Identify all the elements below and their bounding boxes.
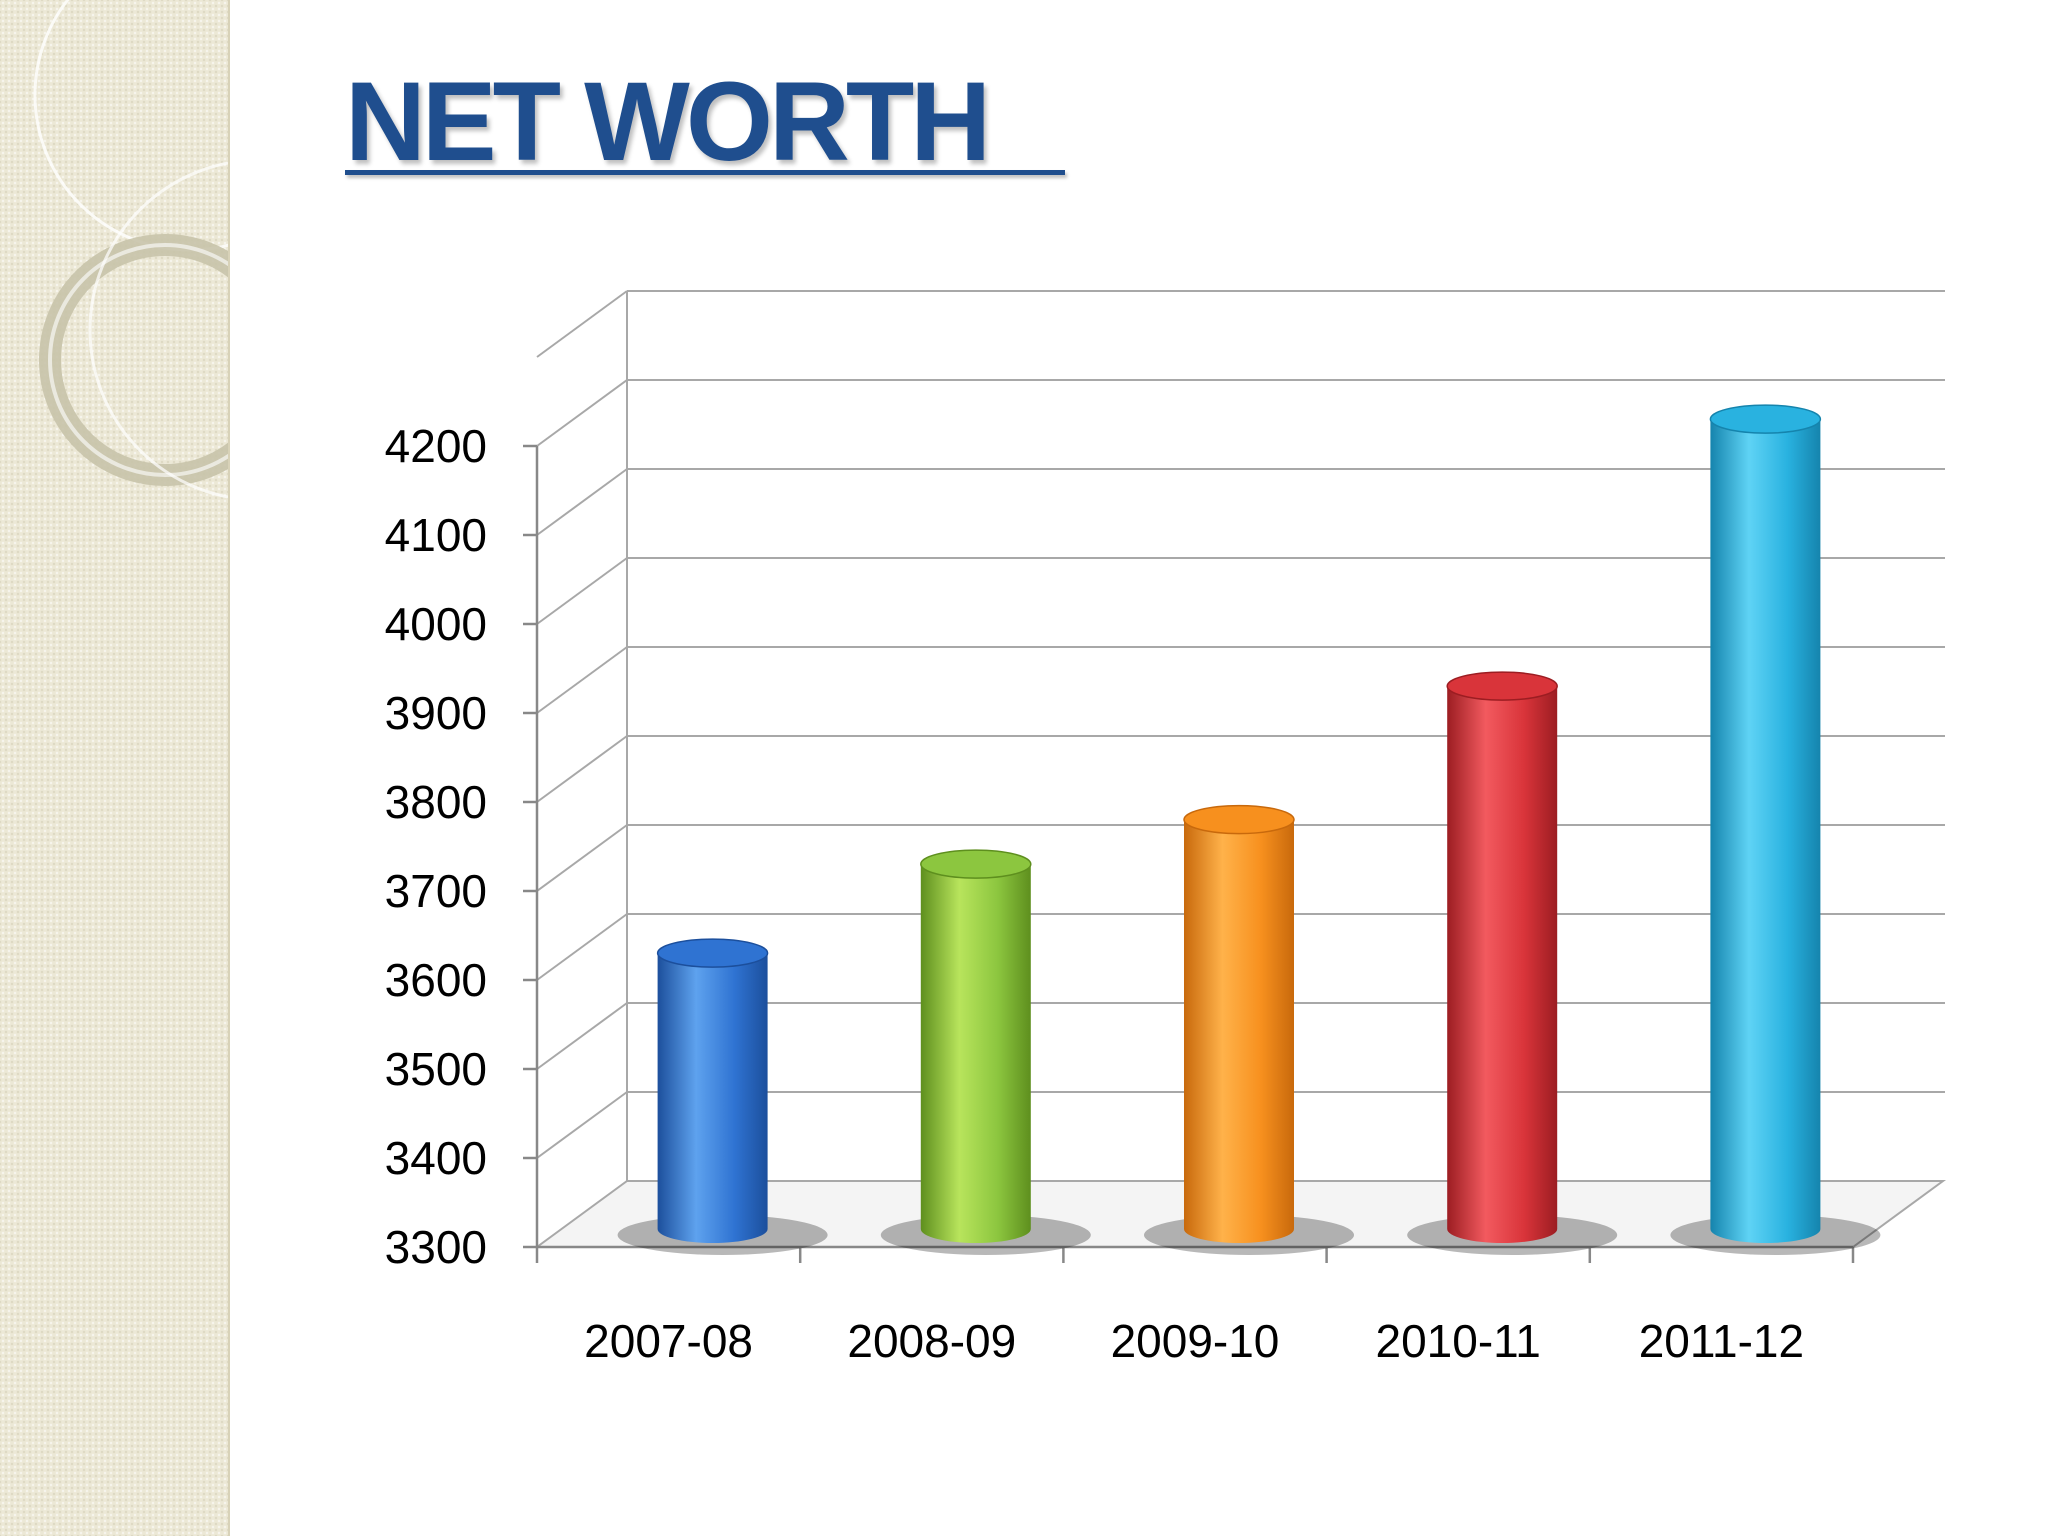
axis-layer [523, 444, 1855, 1263]
bar-cap [920, 849, 1032, 879]
title-underline [345, 170, 1065, 175]
y-tick-label: 4100 [385, 509, 487, 561]
grid-diagonal [536, 735, 628, 803]
x-tick-label: 2009-10 [1111, 1315, 1280, 1367]
slide-title: NET WORTH [345, 59, 991, 184]
bar-2009-10 [1144, 804, 1354, 1255]
grid-diagonal [536, 379, 628, 447]
grid-diagonal [536, 1002, 628, 1070]
y-tick-label: 4000 [385, 598, 487, 650]
y-tick-label: 3600 [385, 954, 487, 1006]
y-tick-label: 3800 [385, 776, 487, 828]
grid-diagonal [536, 913, 628, 981]
y-tick-label: 3400 [385, 1132, 487, 1184]
x-tick-label: 2011-12 [1639, 1315, 1804, 1367]
bar-body [1184, 819, 1294, 1243]
x-tick-label: 2008-09 [847, 1315, 1016, 1367]
bar-cap [1183, 804, 1295, 835]
bar-2010-11 [1407, 671, 1618, 1255]
bar-2011-12 [1670, 404, 1881, 1255]
y-tick-label: 4200 [385, 420, 487, 472]
x-tick-label: 2007-08 [584, 1315, 753, 1367]
decorative-rings-icon [33, 0, 228, 499]
bar-body [1447, 686, 1558, 1244]
bar-layer [617, 404, 1881, 1255]
y-tick-label: 3700 [385, 865, 487, 917]
grid-diagonal [536, 824, 628, 892]
x-tick-label: 2010-11 [1375, 1315, 1540, 1367]
bar-cap [1709, 404, 1822, 434]
grid-diagonal [536, 646, 628, 714]
grid-diagonal [536, 290, 628, 358]
bar-body [1710, 419, 1821, 1244]
y-tick-label: 3300 [385, 1221, 487, 1273]
grid-diagonal [536, 1091, 628, 1159]
label-layer: 3300 3400 3500 3600 3700 3800 3900 4000 4100 4200… [385, 420, 1804, 1367]
bar-cap [1446, 671, 1558, 701]
bar-cap [656, 938, 769, 968]
grid-diagonal [536, 557, 628, 625]
bar-2008-09 [880, 849, 1091, 1255]
bar-body [657, 953, 768, 1244]
y-tick-label: 3900 [385, 687, 487, 739]
bar-body [920, 864, 1031, 1243]
bar-2007-08 [617, 938, 828, 1255]
grid-diagonal [536, 468, 628, 536]
decorative-side-panel [0, 0, 230, 1536]
y-tick-label: 3500 [385, 1043, 487, 1095]
